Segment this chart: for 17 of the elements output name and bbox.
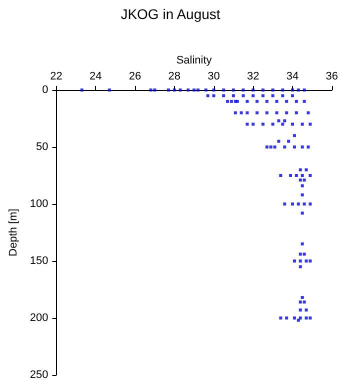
x-tick-label: 36 (326, 70, 338, 82)
x-tick-label: 26 (128, 70, 142, 82)
y-tick-label: 0 (42, 84, 48, 96)
x-tick-label: 24 (90, 70, 102, 82)
x-tick-label: 30 (208, 70, 220, 82)
y-tick-label: 250 (30, 369, 48, 381)
x-tick-label: 22 (50, 70, 62, 82)
y-tick-label: 200 (30, 312, 48, 324)
x-tick-label: 28 (168, 70, 181, 82)
y-tick-label: 150 (30, 255, 48, 267)
y-tick-label: 50 (36, 141, 48, 153)
x-tick-label: 34 (286, 70, 299, 82)
y-axis-title: Depth [m] (8, 208, 20, 256)
x-tick-label: 32 (247, 70, 260, 82)
x-axis-title: Salinity (176, 54, 212, 66)
y-tick-label: 100 (30, 198, 48, 210)
chart-title: JKOG in August (120, 6, 220, 22)
